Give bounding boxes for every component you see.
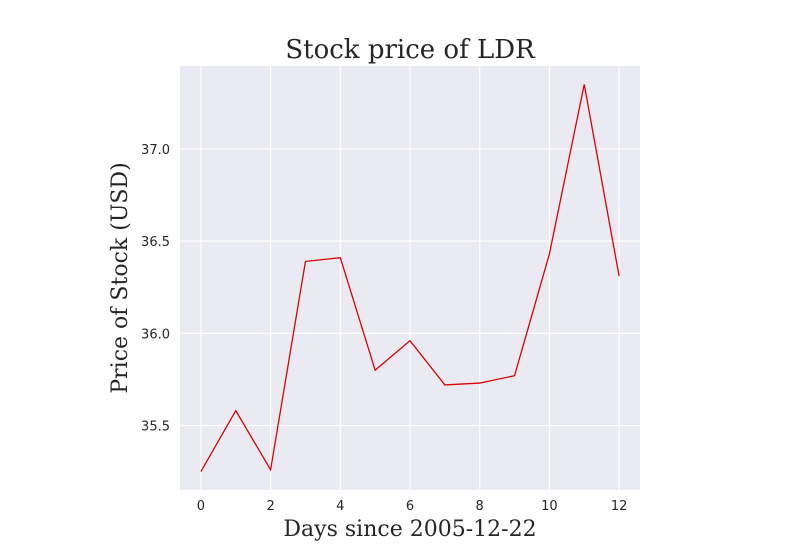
chart-title: Stock price of LDR — [285, 35, 536, 65]
y-axis-ticks: 35.5 36.0 36.5 37.0 — [141, 143, 170, 435]
y-tick-label: 36.5 — [141, 235, 170, 250]
x-tick-label: 2 — [266, 499, 274, 514]
y-axis-label: Price of Stock (USD) — [108, 162, 133, 393]
x-tick-label: 10 — [541, 499, 558, 514]
x-axis-ticks: 0 2 4 6 8 10 12 — [197, 499, 628, 514]
series-line — [200, 84, 620, 472]
x-tick-label: 4 — [336, 499, 344, 514]
x-tick-label: 8 — [476, 499, 484, 514]
y-tick-label: 37.0 — [141, 143, 170, 158]
y-tick-label: 35.5 — [141, 419, 170, 434]
grid-lines — [180, 66, 640, 490]
x-tick-label: 0 — [197, 499, 205, 514]
x-tick-label: 6 — [406, 499, 414, 514]
x-axis-label: Days since 2005-12-22 — [283, 517, 536, 542]
series-group — [200, 84, 620, 472]
y-tick-label: 36.0 — [141, 327, 170, 342]
x-tick-label: 12 — [611, 499, 628, 514]
